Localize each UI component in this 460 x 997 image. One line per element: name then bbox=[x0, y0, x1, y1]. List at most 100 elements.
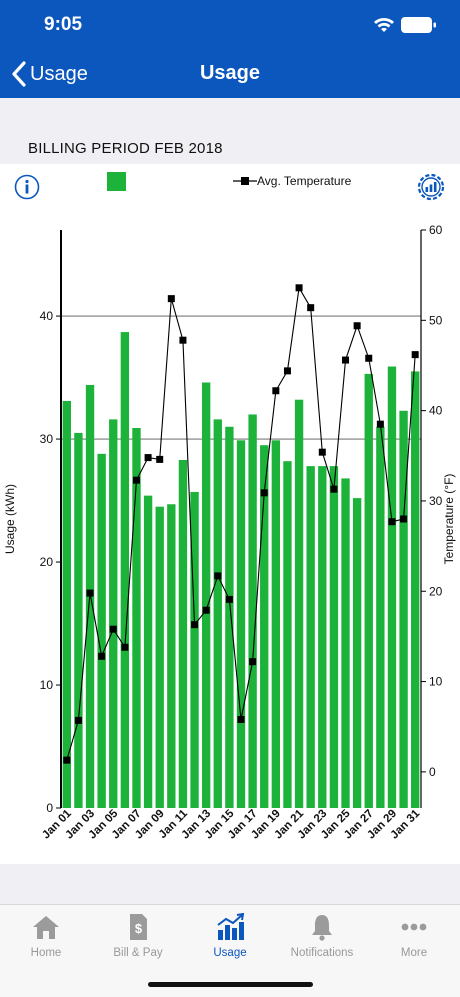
temperature-point bbox=[376, 420, 384, 428]
svg-text:$: $ bbox=[135, 921, 143, 936]
tab-bill-pay[interactable]: $ Bill & Pay bbox=[92, 913, 184, 965]
temperature-point bbox=[330, 485, 338, 493]
usage-bar bbox=[167, 504, 176, 808]
usage-bar bbox=[132, 427, 141, 808]
temperature-point bbox=[144, 454, 152, 462]
more-dots-icon bbox=[401, 923, 427, 931]
usage-bar bbox=[143, 495, 153, 808]
home-indicator bbox=[148, 982, 313, 987]
temperature-point bbox=[272, 387, 280, 395]
temperature-point bbox=[342, 356, 350, 364]
bell-icon bbox=[312, 915, 332, 941]
usage-bar bbox=[271, 440, 281, 808]
right-tick-label: 30 bbox=[429, 494, 443, 508]
temperature-point bbox=[74, 716, 82, 724]
temperature-point bbox=[249, 658, 257, 666]
temperature-point bbox=[307, 304, 315, 312]
usage-bar bbox=[352, 498, 362, 808]
temperature-point bbox=[353, 322, 361, 330]
tab-more-label: More bbox=[400, 947, 428, 959]
usage-bar bbox=[155, 506, 164, 808]
temperature-point bbox=[260, 489, 268, 497]
billing-period-label: BILLING PERIOD FEB 2018 bbox=[28, 140, 223, 157]
temperature-point bbox=[121, 643, 129, 651]
usage-bar bbox=[341, 478, 350, 808]
usage-bar bbox=[236, 440, 246, 808]
top-bar: 9:05 Usage Usage bbox=[0, 0, 460, 98]
temperature-point bbox=[295, 284, 303, 292]
temperature-point bbox=[132, 476, 140, 484]
back-button[interactable]: Usage bbox=[10, 58, 88, 90]
info-icon[interactable] bbox=[14, 174, 40, 200]
usage-bar bbox=[190, 491, 199, 808]
temperature-point bbox=[167, 295, 175, 303]
left-tick-label: 40 bbox=[40, 309, 54, 323]
temperature-point bbox=[86, 589, 94, 597]
usage-bar bbox=[213, 419, 222, 808]
back-label: Usage bbox=[30, 62, 88, 85]
battery-icon bbox=[401, 17, 436, 33]
usage-bar bbox=[329, 466, 339, 808]
tab-notifications[interactable]: Notifications bbox=[276, 913, 368, 965]
usage-bar bbox=[201, 382, 211, 808]
bill-icon: $ bbox=[130, 914, 147, 940]
temperature-point bbox=[283, 367, 291, 375]
temperature-legend-label: Avg. Temperature bbox=[257, 174, 352, 188]
usage-bar bbox=[120, 332, 130, 808]
tab-usage[interactable]: Usage bbox=[184, 913, 276, 965]
usage-bar bbox=[387, 366, 397, 808]
usage-bar bbox=[260, 445, 269, 808]
temperature-point bbox=[98, 652, 106, 660]
usage-bar bbox=[318, 466, 327, 808]
temperature-point bbox=[156, 455, 164, 463]
temperature-point bbox=[202, 606, 210, 614]
left-tick-label: 10 bbox=[40, 678, 54, 692]
tab-bar: Home $ Bill & Pay Usage Notifications bbox=[0, 904, 460, 997]
chevron-left-icon bbox=[12, 61, 26, 87]
right-axis-title: Temperature (°F) bbox=[442, 474, 456, 565]
temperature-point bbox=[179, 336, 187, 344]
usage-bar bbox=[178, 459, 188, 808]
left-axis-title: Usage (kWh) bbox=[3, 484, 17, 554]
right-tick-label: 10 bbox=[429, 675, 443, 689]
usage-bar bbox=[109, 419, 118, 808]
usage-legend-swatch bbox=[107, 172, 126, 191]
usage-bar bbox=[376, 426, 385, 808]
temperature-point bbox=[237, 715, 245, 723]
usage-chart-icon bbox=[217, 913, 245, 940]
usage-bar bbox=[248, 414, 257, 808]
tab-home-label: Home bbox=[30, 947, 62, 959]
left-tick-label: 0 bbox=[46, 801, 53, 815]
usage-bar bbox=[283, 461, 292, 808]
home-icon bbox=[33, 916, 59, 939]
tab-more[interactable]: More bbox=[368, 913, 460, 965]
usage-bar bbox=[411, 371, 420, 808]
tab-usage-label: Usage bbox=[213, 947, 247, 959]
temperature-point bbox=[388, 518, 396, 526]
temperature-legend-marker bbox=[233, 177, 257, 185]
chart-settings-icon[interactable] bbox=[416, 172, 446, 202]
usage-bar bbox=[225, 426, 234, 808]
usage-bar bbox=[62, 400, 71, 808]
right-tick-label: 50 bbox=[429, 313, 443, 327]
temperature-point bbox=[63, 756, 71, 764]
usage-bar bbox=[97, 453, 106, 808]
status-icons bbox=[374, 17, 436, 33]
status-time: 9:05 bbox=[44, 14, 83, 35]
temperature-point bbox=[411, 351, 419, 359]
temperature-point bbox=[365, 354, 373, 362]
usage-bar bbox=[74, 432, 83, 808]
right-tick-label: 60 bbox=[429, 223, 443, 237]
usage-bar bbox=[306, 466, 315, 808]
temperature-point bbox=[318, 448, 326, 456]
usage-bar bbox=[294, 399, 304, 808]
left-tick-label: 30 bbox=[40, 432, 54, 446]
right-tick-label: 40 bbox=[429, 404, 443, 418]
tab-home[interactable]: Home bbox=[0, 913, 92, 965]
temperature-point bbox=[400, 515, 408, 523]
page-title: Usage bbox=[199, 62, 261, 84]
right-tick-label: 20 bbox=[429, 584, 443, 598]
usage-chart: 0 10 20 30 40 0 10 20 30 40 50 60 Usage (kWh) Tempera… bbox=[3, 223, 456, 841]
temperature-point bbox=[225, 595, 233, 603]
tab-notifications-label: Notifications bbox=[290, 947, 354, 959]
